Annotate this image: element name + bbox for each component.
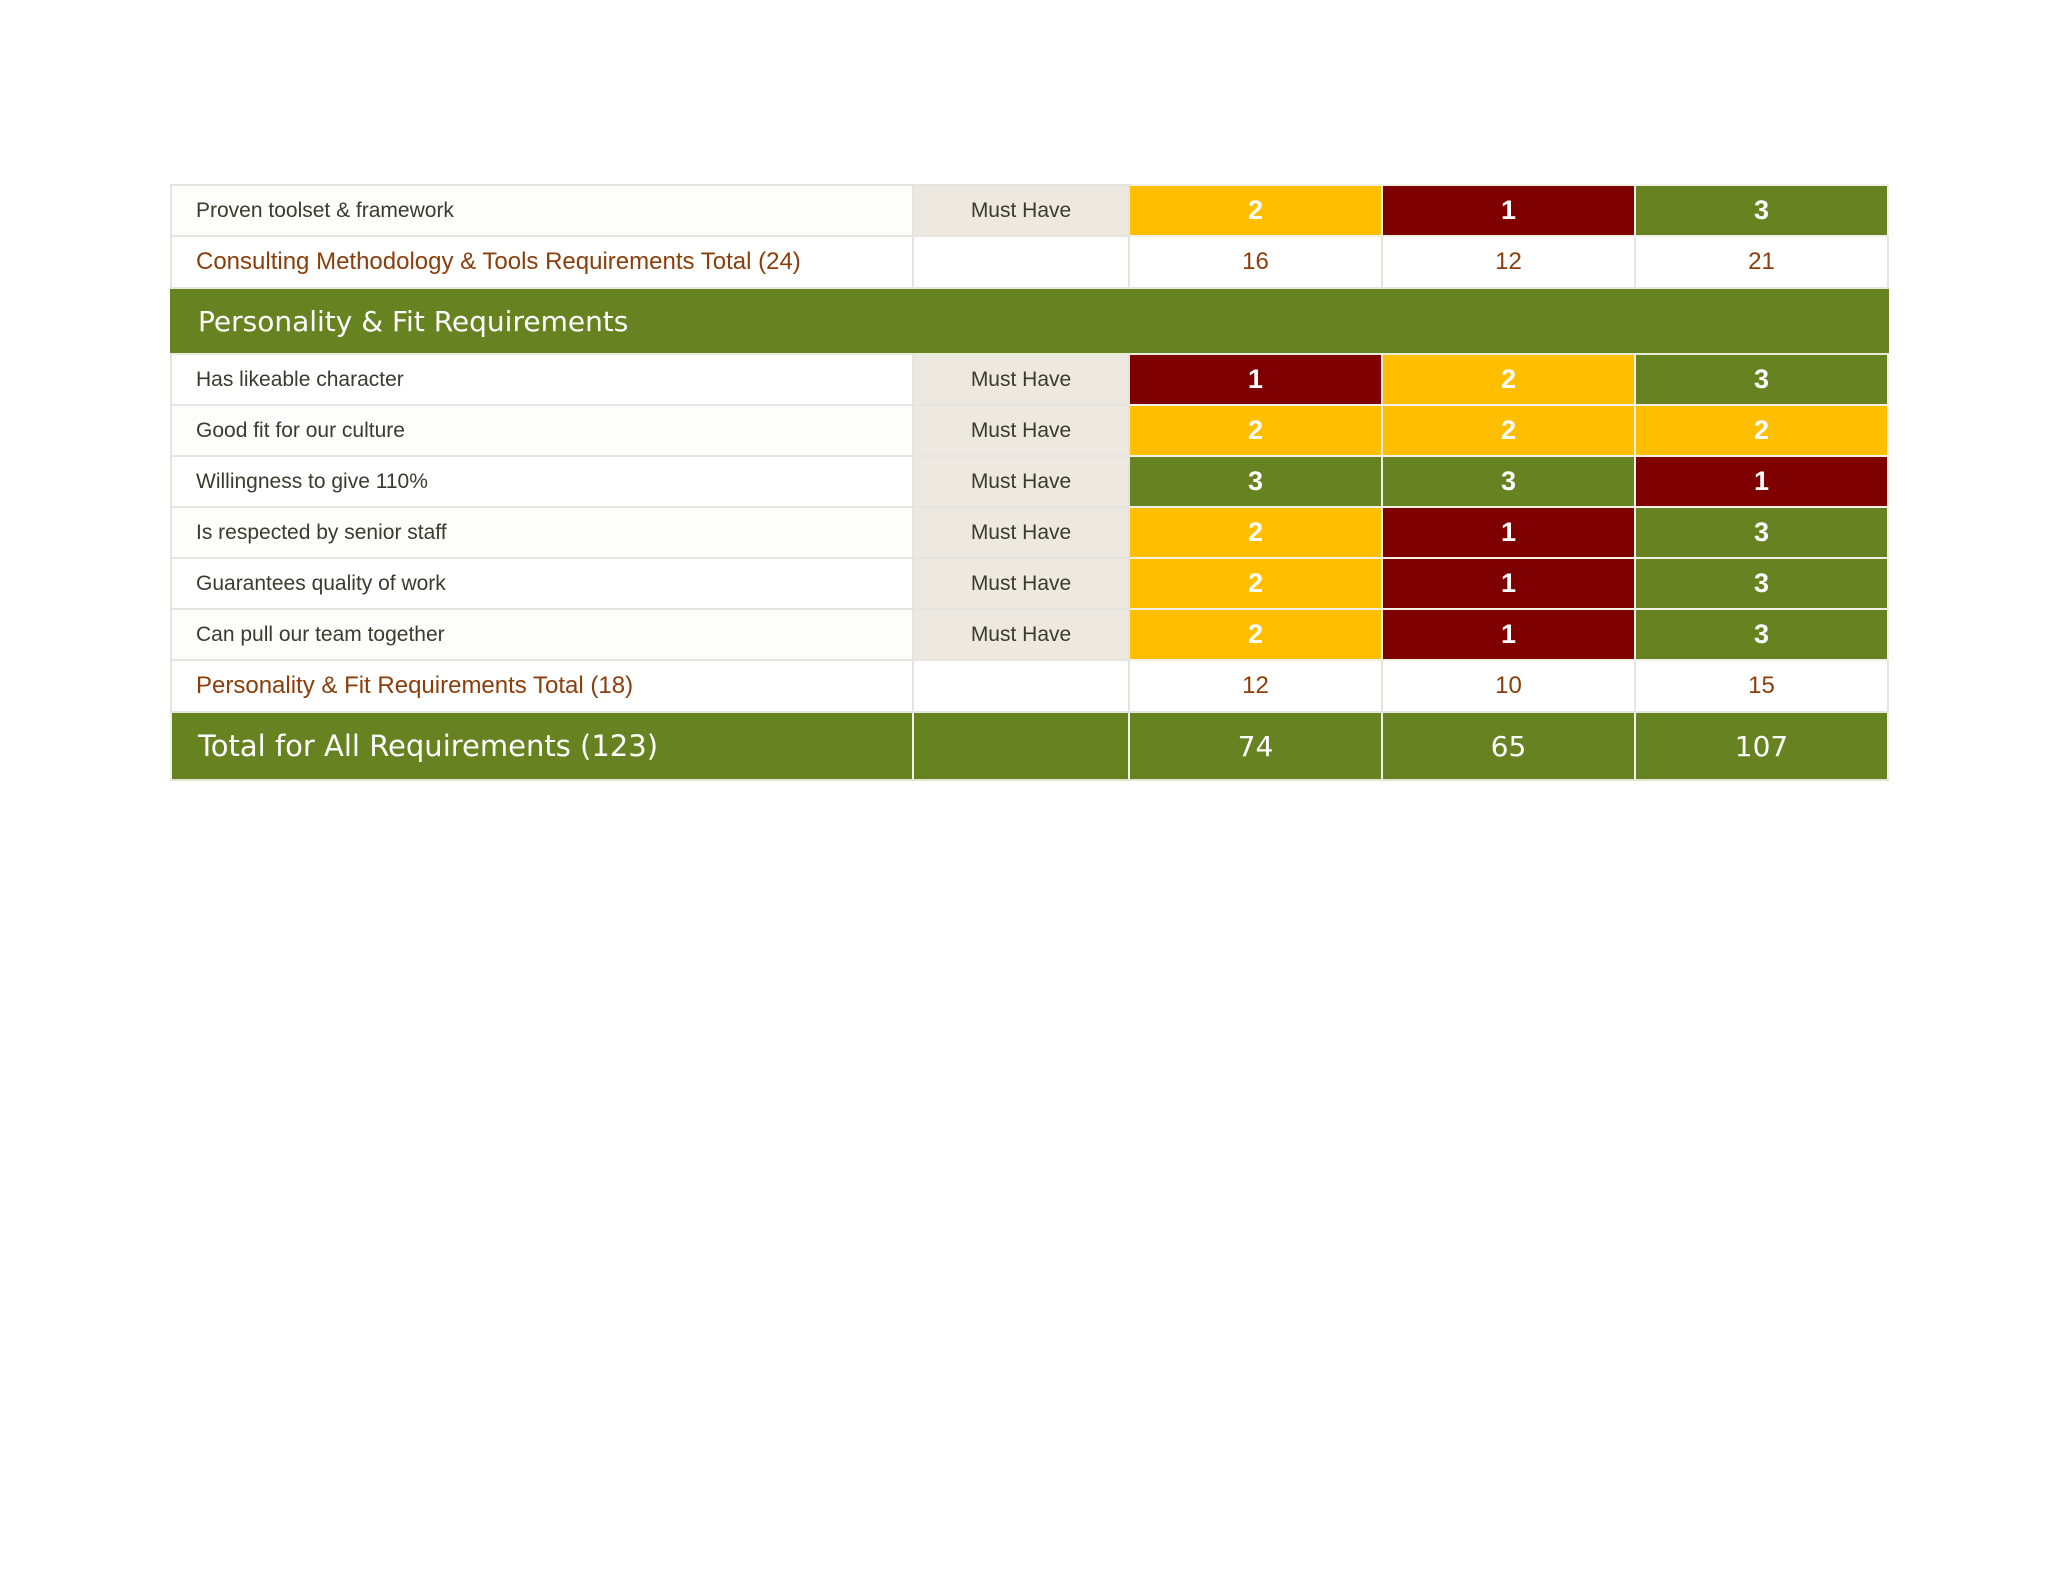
- requirement-cell[interactable]: Good fit for our culture: [170, 404, 914, 457]
- requirement-cell[interactable]: Willingness to give 110%: [170, 455, 914, 508]
- priority-cell[interactable]: Must Have: [912, 184, 1130, 237]
- subtotal-label: Consulting Methodology & Tools Requireme…: [170, 235, 914, 289]
- subtotal-value: 10: [1381, 659, 1636, 713]
- section-title: Personality & Fit Requirements: [170, 287, 1889, 355]
- requirement-cell[interactable]: Proven toolset & framework: [170, 184, 914, 237]
- table-row: Proven toolset & framework Must Have 2 1…: [170, 184, 1889, 237]
- score-cell[interactable]: 3: [1634, 184, 1889, 237]
- score-cell[interactable]: 2: [1128, 506, 1383, 559]
- grand-total-value: 65: [1381, 711, 1636, 781]
- score-cell[interactable]: 3: [1634, 608, 1889, 661]
- table-row: Guarantees quality of work Must Have 2 1…: [170, 557, 1889, 610]
- score-cell[interactable]: 3: [1634, 557, 1889, 610]
- requirement-cell[interactable]: Can pull our team together: [170, 608, 914, 661]
- priority-cell[interactable]: Must Have: [912, 404, 1130, 457]
- score-cell[interactable]: 3: [1128, 455, 1383, 508]
- grand-total-priority-blank: [912, 711, 1130, 781]
- score-cell[interactable]: 1: [1381, 608, 1636, 661]
- table-row: Can pull our team together Must Have 2 1…: [170, 608, 1889, 661]
- table-row: Has likeable character Must Have 1 2 3: [170, 353, 1889, 406]
- score-cell[interactable]: 1: [1381, 557, 1636, 610]
- score-cell[interactable]: 2: [1128, 184, 1383, 237]
- score-cell[interactable]: 2: [1128, 404, 1383, 457]
- score-cell[interactable]: 2: [1381, 404, 1636, 457]
- score-cell[interactable]: 1: [1381, 506, 1636, 559]
- section-header-row: Personality & Fit Requirements: [170, 287, 1889, 355]
- subtotal-label: Personality & Fit Requirements Total (18…: [170, 659, 914, 713]
- priority-cell[interactable]: Must Have: [912, 506, 1130, 559]
- subtotal-value: 15: [1634, 659, 1889, 713]
- requirements-scoring-sheet: Proven toolset & framework Must Have 2 1…: [170, 184, 1889, 781]
- grand-total-value: 107: [1634, 711, 1889, 781]
- grand-total-value: 74: [1128, 711, 1383, 781]
- score-cell[interactable]: 2: [1128, 557, 1383, 610]
- priority-cell[interactable]: Must Have: [912, 608, 1130, 661]
- priority-cell[interactable]: Must Have: [912, 455, 1130, 508]
- priority-cell[interactable]: Must Have: [912, 353, 1130, 406]
- consulting-subtotal-row: Consulting Methodology & Tools Requireme…: [170, 235, 1889, 289]
- subtotal-value: 12: [1128, 659, 1383, 713]
- requirement-cell[interactable]: Guarantees quality of work: [170, 557, 914, 610]
- table-row: Is respected by senior staff Must Have 2…: [170, 506, 1889, 559]
- score-cell[interactable]: 1: [1128, 353, 1383, 406]
- priority-cell[interactable]: Must Have: [912, 557, 1130, 610]
- grand-total-row: Total for All Requirements (123) 74 65 1…: [170, 711, 1889, 781]
- subtotal-value: 12: [1381, 235, 1636, 289]
- subtotal-value: 21: [1634, 235, 1889, 289]
- score-cell[interactable]: 3: [1634, 506, 1889, 559]
- score-cell[interactable]: 3: [1381, 455, 1636, 508]
- requirement-cell[interactable]: Is respected by senior staff: [170, 506, 914, 559]
- score-cell[interactable]: 1: [1634, 455, 1889, 508]
- personality-subtotal-row: Personality & Fit Requirements Total (18…: [170, 659, 1889, 713]
- score-cell[interactable]: 2: [1634, 404, 1889, 457]
- grand-total-label: Total for All Requirements (123): [170, 711, 914, 781]
- score-cell[interactable]: 1: [1381, 184, 1636, 237]
- score-cell[interactable]: 3: [1634, 353, 1889, 406]
- subtotal-priority-blank: [912, 659, 1130, 713]
- score-cell[interactable]: 2: [1381, 353, 1636, 406]
- requirement-cell[interactable]: Has likeable character: [170, 353, 914, 406]
- score-cell[interactable]: 2: [1128, 608, 1383, 661]
- requirements-table: Proven toolset & framework Must Have 2 1…: [170, 184, 1889, 781]
- subtotal-value: 16: [1128, 235, 1383, 289]
- table-row: Willingness to give 110% Must Have 3 3 1: [170, 455, 1889, 508]
- table-row: Good fit for our culture Must Have 2 2 2: [170, 404, 1889, 457]
- subtotal-priority-blank: [912, 235, 1130, 289]
